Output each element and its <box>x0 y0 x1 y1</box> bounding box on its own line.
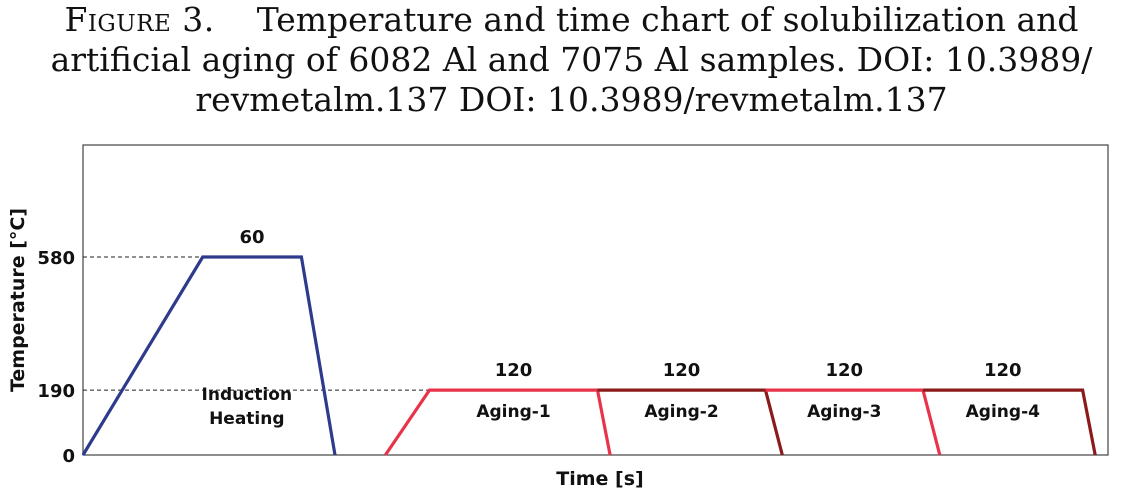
stage-profile-2 <box>384 388 612 456</box>
stage-label-2-line-1: Aging-1 <box>476 402 550 422</box>
y-axis-label: Temperature [°C] <box>7 208 29 392</box>
stage-label-5-line-1: Aging-4 <box>966 402 1040 422</box>
stage-profile-3 <box>597 388 784 456</box>
duration-label-1: 60 <box>240 227 265 248</box>
stage-profile-5 <box>923 388 1097 456</box>
x-axis-label: Time [s] <box>556 468 643 490</box>
duration-label-4: 120 <box>825 360 863 381</box>
caption-line-1: Figure 3. Temperature and time chart of … <box>0 0 1143 40</box>
stage-profile-1 <box>81 255 337 456</box>
duration-label-2: 120 <box>495 360 533 381</box>
caption-text-2: artificial aging of 6082 Al and 7075 Al … <box>50 40 1093 79</box>
y-tick-label-580: 580 <box>37 248 75 269</box>
stage-profile-4 <box>765 388 942 456</box>
figure-caption: Figure 3. Temperature and time chart of … <box>0 0 1143 120</box>
duration-label-5: 120 <box>984 360 1022 381</box>
plot-frame <box>82 144 1109 456</box>
y-tick-label-0: 0 <box>62 446 75 467</box>
stage-label-3-line-1: Aging-2 <box>644 402 718 422</box>
stage-label-1-line-1: Induction <box>202 385 293 405</box>
y-tick-label-190: 190 <box>37 381 75 402</box>
stage-label-1-line-2: Heating <box>209 409 284 429</box>
figure-label: Figure 3. <box>64 0 215 39</box>
caption-text-1: Temperature and time chart of solubiliza… <box>256 0 1079 39</box>
duration-label-3: 120 <box>663 360 701 381</box>
caption-text-3: revmetalm.137 DOI: 10.3989/revmetalm.137 <box>195 80 948 119</box>
stage-label-4-line-1: Aging-3 <box>807 402 881 422</box>
